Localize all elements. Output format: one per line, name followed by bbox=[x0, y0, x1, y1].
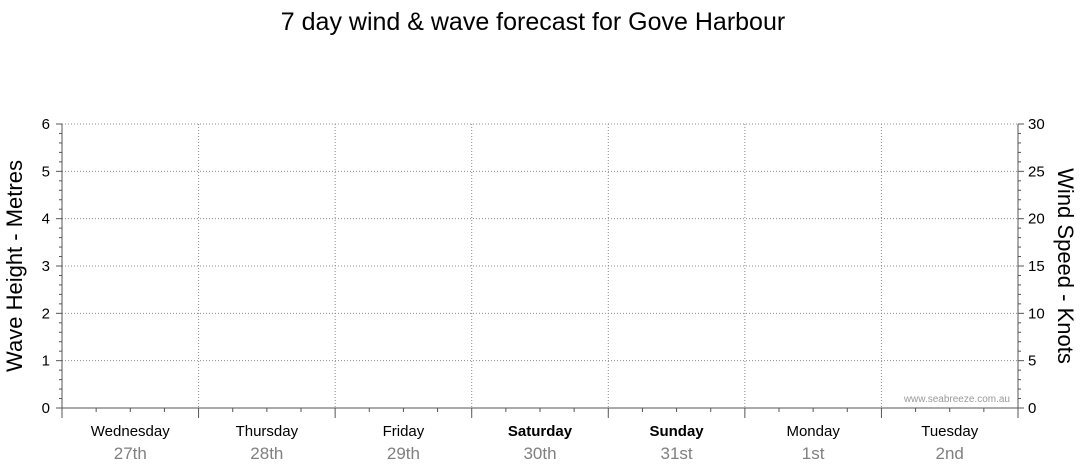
y-right-tick-label: 0 bbox=[1028, 400, 1036, 417]
x-day-name: Monday bbox=[786, 423, 840, 440]
y-left-tick-label: 0 bbox=[42, 400, 50, 417]
y-left-tick-label: 4 bbox=[42, 211, 50, 228]
y-left-tick-label: 5 bbox=[42, 163, 50, 180]
y-right-tick-label: 30 bbox=[1028, 116, 1045, 133]
x-day-date: 2nd bbox=[936, 444, 964, 463]
x-day-name: Tuesday bbox=[921, 423, 978, 440]
x-day-name: Thursday bbox=[236, 423, 299, 440]
y-right-tick-label: 15 bbox=[1028, 258, 1045, 275]
y-axis-left-label: Wave Height - Metres bbox=[2, 160, 27, 372]
y-right-tick-label: 10 bbox=[1028, 305, 1045, 322]
watermark: www.seabreeze.com.au bbox=[903, 394, 1010, 405]
axis-labels: 0 1 2 3 4 5 6 0 5 10 15 20 25 30 Wednesday 27th Thursday… bbox=[42, 116, 1045, 463]
x-day-date: 29th bbox=[387, 444, 420, 463]
x-day-name: Sunday bbox=[649, 423, 704, 440]
y-left-tick-label: 6 bbox=[42, 116, 50, 133]
x-day-date: 30th bbox=[523, 444, 556, 463]
y-left-tick-label: 3 bbox=[42, 258, 50, 275]
chart-title: 7 day wind & wave forecast for Gove Harb… bbox=[281, 8, 785, 36]
x-day-date: 27th bbox=[114, 444, 147, 463]
y-right-tick-label: 25 bbox=[1028, 163, 1045, 180]
x-day-date: 1st bbox=[802, 444, 825, 463]
x-day-name: Wednesday bbox=[91, 423, 170, 440]
axes bbox=[56, 123, 1024, 418]
x-day-name: Saturday bbox=[508, 423, 573, 440]
x-day-date: 28th bbox=[250, 444, 283, 463]
y-axis-right-label: Wind Speed - Knots bbox=[1053, 168, 1078, 364]
x-day-name: Friday bbox=[383, 423, 425, 440]
y-right-tick-label: 20 bbox=[1028, 211, 1045, 228]
y-right-tick-label: 5 bbox=[1028, 353, 1036, 370]
x-day-date: 31st bbox=[661, 444, 693, 463]
grid bbox=[62, 123, 1018, 408]
y-left-tick-label: 1 bbox=[42, 353, 50, 370]
y-left-tick-label: 2 bbox=[42, 305, 50, 322]
